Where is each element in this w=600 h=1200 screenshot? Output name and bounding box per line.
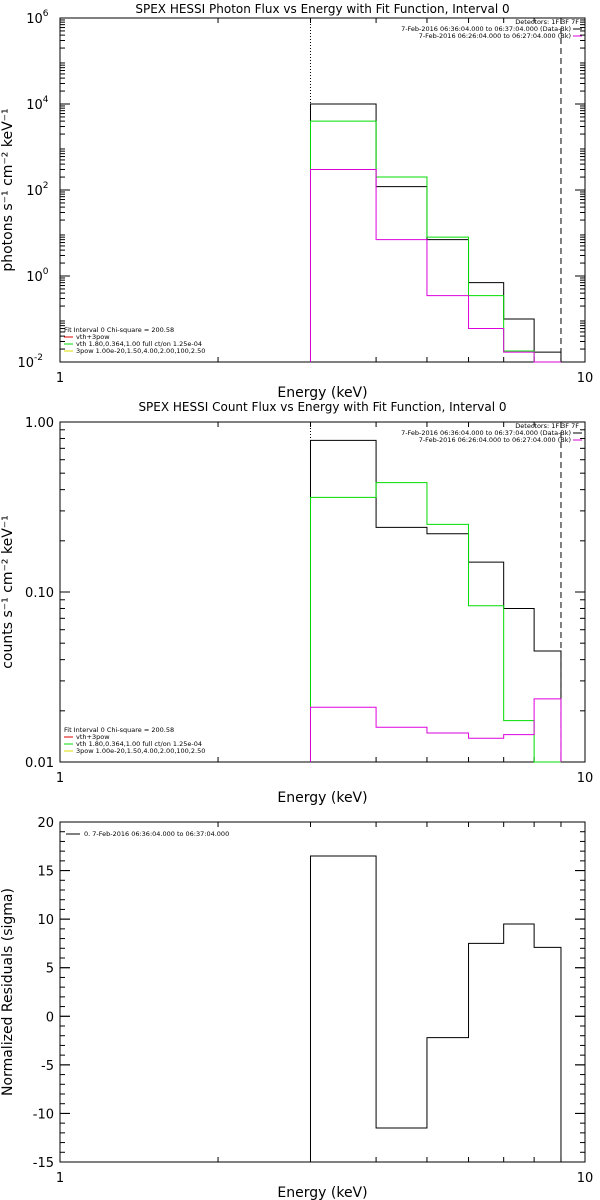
y-axis-label: Normalized Residuals (sigma) bbox=[0, 888, 16, 1096]
chart-1: SPEX HESSI Count Flux vs Energy with Fit… bbox=[0, 400, 593, 806]
x-tick-label: 10 bbox=[577, 371, 594, 386]
series-residuals bbox=[309, 855, 562, 1162]
legend-top-entry: Detectors: 1F 3F 7F bbox=[515, 18, 579, 26]
x-tick-label: 10 bbox=[577, 771, 594, 786]
legend-bottom-entry: Fit Interval 0 Chi-square = 200.58 bbox=[64, 326, 174, 334]
legend-bottom-entry: 3pow 1.00e-20,1.50,4.00,2.00,100,2.50 bbox=[76, 347, 205, 355]
legend-top-entry: Detectors: 1F 3F 7F bbox=[515, 422, 579, 430]
chart-title: SPEX HESSI Count Flux vs Energy with Fit… bbox=[138, 400, 506, 414]
x-tick-label: 1 bbox=[56, 771, 64, 786]
y-axis-label: photons s⁻¹ cm⁻² keV⁻¹ bbox=[0, 108, 16, 271]
series-vth bbox=[309, 168, 561, 363]
plot-frame bbox=[59, 17, 586, 363]
y-tick-label: 10 bbox=[37, 913, 54, 928]
legend-top-entry: 7-Feb-2016 06:36:04.000 to 06:37:04.000 … bbox=[401, 429, 571, 437]
legend-bottom-entry: vth+3pow bbox=[76, 733, 110, 741]
y-tick-label: 1.00 bbox=[25, 416, 54, 431]
y-tick-label: 0.01 bbox=[25, 756, 54, 771]
y-tick-label: 102 bbox=[26, 181, 48, 199]
x-axis-label: Energy (keV) bbox=[277, 1185, 367, 1200]
y-tick-label: 5 bbox=[46, 962, 54, 977]
chart-2: 1 10 -15 -10 -5 0 5 10 15 20 Energy (keV) Normalize… bbox=[0, 816, 593, 1200]
legend-top-entry: 7-Feb-2016 06:26:04.000 to 06:27:04.000 … bbox=[419, 436, 571, 444]
y-tick-label: 104 bbox=[26, 95, 49, 113]
y-tick-label: 10-2 bbox=[17, 353, 43, 371]
series-data bbox=[309, 103, 562, 362]
legend-top-entry: 7-Feb-2016 06:26:04.000 to 06:27:04.000 … bbox=[419, 32, 571, 40]
y-tick-label: 15 bbox=[37, 865, 54, 880]
y-tick-label: -10 bbox=[33, 1107, 54, 1122]
x-tick-label: 1 bbox=[56, 371, 64, 386]
legend-top-entry: 7-Feb-2016 06:36:04.000 to 06:37:04.000 … bbox=[401, 25, 571, 33]
y-tick-label: 106 bbox=[26, 9, 49, 27]
series-data bbox=[309, 439, 562, 762]
y-tick-label: 100 bbox=[26, 267, 49, 285]
legend-bottom-entry: vth 1.80,0.364,1.00 full ct/on 1.25e-04 bbox=[76, 340, 202, 348]
legend-bottom-entry: Fit Interval 0 Chi-square = 200.58 bbox=[64, 726, 174, 734]
series-vth bbox=[309, 698, 562, 762]
x-tick-label: 1 bbox=[56, 1171, 64, 1186]
series-total bbox=[309, 120, 561, 363]
legend-bottom-entry: vth 1.80,0.364,1.00 full ct/on 1.25e-04 bbox=[76, 740, 202, 748]
legend-bottom-entry: 3pow 1.00e-20,1.50,4.00,2.00,100,2.50 bbox=[76, 747, 205, 755]
y-axis-label: counts s⁻¹ cm⁻² keV⁻¹ bbox=[0, 515, 16, 669]
chart-0: SPEX HESSI Photon Flux vs Energy with Fi… bbox=[0, 2, 593, 401]
y-tick-label: 0.10 bbox=[25, 586, 54, 601]
legend-top-left-entry: 0. 7-Feb-2016 06:36:04.000 to 06:37:04.0… bbox=[84, 830, 229, 838]
y-tick-label: 20 bbox=[37, 816, 54, 831]
chart-title: SPEX HESSI Photon Flux vs Energy with Fi… bbox=[135, 2, 509, 16]
series-total bbox=[309, 482, 561, 763]
x-tick-label: 10 bbox=[577, 1171, 594, 1186]
legend-bottom-entry: vth+3pow bbox=[76, 333, 110, 341]
x-axis-label: Energy (keV) bbox=[277, 385, 367, 401]
y-tick-label: -5 bbox=[41, 1059, 54, 1074]
y-tick-label: -15 bbox=[33, 1156, 54, 1171]
plot-frame bbox=[59, 821, 586, 1163]
plot-frame bbox=[59, 421, 586, 763]
x-axis-label: Energy (keV) bbox=[277, 790, 367, 806]
y-tick-label: 0 bbox=[46, 1010, 54, 1025]
